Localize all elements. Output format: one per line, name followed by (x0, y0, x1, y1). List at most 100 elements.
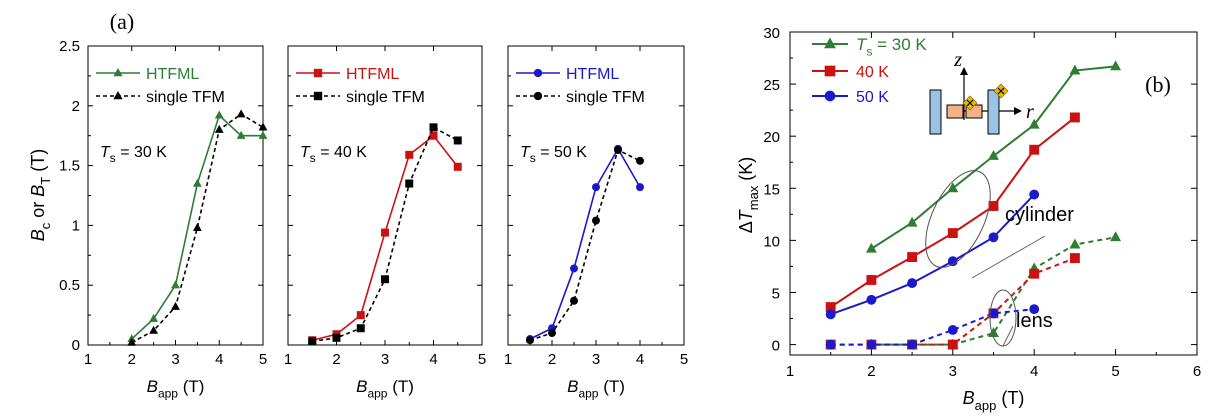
cylinder-point (865, 242, 877, 253)
cylinder-group-ellipse (925, 170, 991, 268)
plot-text: 1 2 3 4 5 0 0.5 1 1.5 2 2.5 HTFML single TFM Ts = 30 … (28, 9, 1201, 413)
y-tick-label: 2 (72, 98, 80, 115)
probe-marker-cross (966, 99, 974, 107)
cylinder-point (906, 216, 918, 227)
y-tick-label: 10 (763, 233, 780, 250)
legend-label: 50 K (856, 89, 889, 106)
single-tfm-point (214, 124, 224, 133)
single-tfm-point (127, 337, 137, 346)
cylinder-point (1029, 189, 1040, 200)
legend-label-single-tfm: single TFM (146, 89, 225, 106)
cylinder-point (1029, 144, 1040, 155)
lens-point (947, 339, 958, 350)
lens-point (866, 339, 877, 350)
cylinder-pointer (971, 235, 1046, 279)
htfml-point (236, 130, 246, 139)
legend-marker-htfml (113, 67, 123, 77)
x-tick-label: 5 (478, 351, 486, 368)
cylinder-point (947, 256, 958, 267)
inset-r-arrowhead (1014, 107, 1022, 115)
legend-label-single-tfm: single TFM (566, 89, 645, 106)
y-tick-label: 30 (763, 25, 780, 42)
single-tfm-point (405, 179, 414, 188)
htfml-line (312, 134, 459, 341)
inset-probe-marker (993, 83, 1009, 99)
probe-marker-cross (997, 87, 1005, 95)
y-tick-label: 1.5 (59, 158, 80, 175)
cylinder-point (866, 294, 877, 305)
y-tick-label: 0.5 (59, 277, 80, 294)
single-tfm-point (429, 123, 438, 132)
cylinder-point (947, 182, 959, 193)
htfml-point (381, 228, 389, 237)
x-tick-label: 1 (786, 363, 794, 380)
cylinder-point (988, 232, 999, 243)
x-tick-label: 3 (381, 351, 389, 368)
x-tick-label: 4 (429, 351, 437, 368)
lens-point (1029, 268, 1040, 279)
single-tfm-point (592, 216, 600, 225)
x-axis-label-b: Bapp (T) (963, 388, 1025, 413)
x-tick-label: 4 (636, 351, 644, 368)
x-tick-label: 1 (84, 351, 92, 368)
single-tfm-point (258, 122, 268, 131)
x-tick-label: 3 (949, 363, 957, 380)
x-tick-label: 2 (548, 351, 556, 368)
cylinder-line (830, 193, 1035, 316)
single-tfm-point (381, 275, 389, 284)
y-axis-label: Bc or BT (T) (28, 149, 53, 241)
y-tick-label: 0 (72, 337, 80, 354)
inset-z-label: z (953, 49, 962, 71)
temperature-annotation: Ts = 40 K (300, 144, 367, 165)
cylinder-point (825, 309, 836, 320)
htfml-point (570, 264, 578, 273)
legend-label-htfml: HTFML (346, 66, 399, 83)
y-tick-label: 1 (72, 217, 80, 234)
legend-marker (824, 37, 836, 49)
htfml-line (529, 147, 641, 340)
lens-line (830, 308, 1035, 346)
x-tick-label: 5 (1111, 363, 1119, 380)
y-tick-label: 25 (763, 77, 780, 94)
y-tick-label: 0 (772, 338, 780, 355)
x-tick-label: 1 (504, 351, 512, 368)
x-tick-label: 2 (867, 363, 875, 380)
legend-marker-single-tfm (313, 91, 323, 101)
lens-pointer (1002, 325, 1014, 347)
x-axis-label: Bapp (T) (356, 377, 414, 400)
cylinder-point (1028, 118, 1040, 129)
htfml-point (356, 311, 365, 320)
lens-point (825, 339, 836, 350)
legend-marker (824, 65, 836, 77)
x-axis-label: Bapp (T) (567, 377, 625, 400)
inset-lens-left (946, 104, 964, 119)
htfml-point (636, 183, 644, 192)
htfml-point (149, 313, 159, 322)
single-tfm-point (192, 222, 202, 231)
lens-label: lens (1016, 310, 1053, 332)
y-tick-label: 20 (763, 129, 780, 146)
lens-point (947, 325, 958, 335)
temperature-annotation: Ts = 30 K (100, 144, 167, 165)
legend-marker-htfml (533, 68, 543, 78)
x-tick-label: 6 (1193, 363, 1201, 380)
cylinder-label: cylinder (1005, 204, 1074, 226)
single-tfm-point (236, 109, 246, 118)
x-tick-label: 3 (171, 351, 179, 368)
legend-marker-single-tfm (113, 90, 123, 100)
inset-probe-marker (962, 95, 978, 111)
x-tick-label: 2 (128, 351, 136, 368)
legend-label: 40 K (856, 64, 889, 81)
y-tick-label: 2.5 (59, 38, 80, 55)
lens-point (988, 327, 999, 338)
lens-point (988, 308, 999, 319)
cylinder-point (907, 278, 918, 289)
lens-point (1029, 304, 1040, 315)
x-tick-label: 5 (259, 351, 267, 368)
legend-label-htfml: HTFML (566, 66, 619, 83)
legend-label-htfml: HTFML (146, 66, 199, 83)
htfml-point (214, 110, 224, 119)
htfml-point (258, 130, 268, 139)
inset-r-label: r (1026, 101, 1034, 123)
